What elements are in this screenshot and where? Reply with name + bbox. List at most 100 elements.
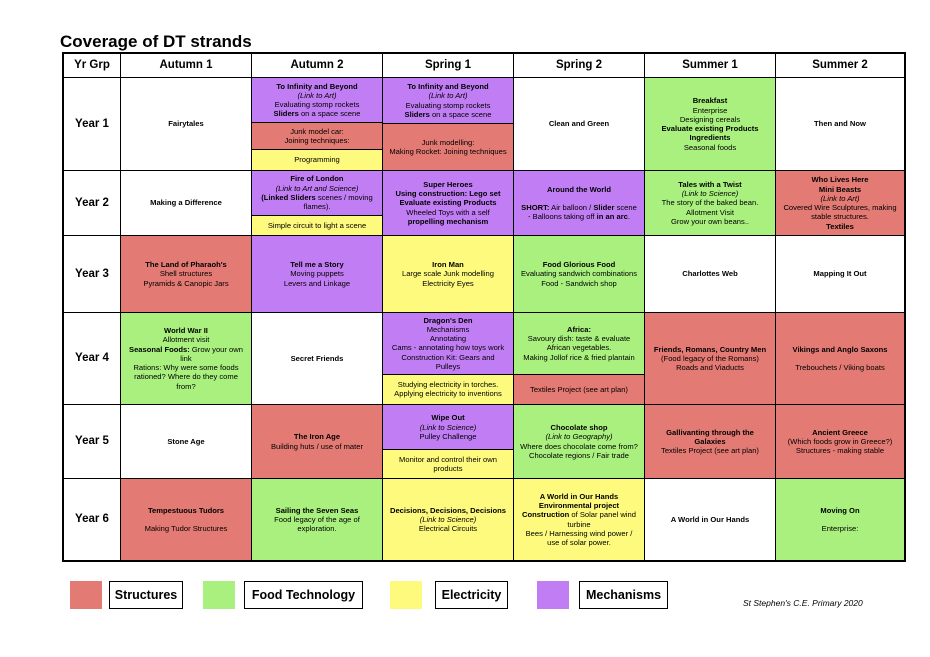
header-label: Summer 1: [682, 59, 738, 72]
topic-cell: Tales with a Twist (Link to Science) The s…: [645, 171, 776, 236]
topic-line: A World in Our Hands: [539, 491, 619, 501]
topic-line: Roads and Viaducts: [676, 363, 744, 373]
topic-line: A World in Our Hands: [670, 514, 750, 524]
topic-line: Studying electricity in torches.: [397, 380, 499, 390]
topic-segment: Super Heroes Using construction: Lego set…: [383, 171, 513, 235]
header-yr-grp: Yr Grp: [64, 54, 121, 78]
topic-line: (Link to Art): [297, 90, 337, 100]
legend-label-electricity: Electricity: [435, 581, 508, 609]
topic-cell: Around the World SHORT: Air balloon / Sl…: [514, 171, 645, 236]
topic-line: Enterprise:: [821, 524, 859, 534]
topic-line: Food Glorious Food: [542, 260, 616, 270]
topic-cell: To Infinity and Beyond (Link to Art) Evalu…: [383, 78, 514, 171]
text-run: Sliders: [273, 109, 299, 119]
legend-label-food-technology: Food Technology: [244, 581, 363, 609]
topic-line: Junk modelling:: [421, 137, 475, 147]
topic-segment: Ancient Greece (Which foods grow in Greec…: [776, 405, 904, 478]
topic-line: Fire of London: [290, 174, 344, 184]
row-label-year-1: Year 1: [64, 78, 121, 171]
topic-line: Chocolate shop: [550, 423, 608, 432]
topic-line: stable structures.: [811, 212, 869, 222]
topic-line: Textiles Project (see art plan): [530, 384, 628, 394]
topic-line: Galaxies: [694, 436, 726, 446]
topic-cell: Mapping It Out: [776, 236, 904, 313]
topic-segment: A World in Our Hands Environmental projec…: [514, 479, 644, 560]
text-run: in an arc: [596, 212, 628, 222]
topic-cell: Tell me a Story Moving puppets Levers and …: [252, 236, 383, 313]
topic-line: Annotating: [429, 334, 467, 344]
topic-line: Grow your own beans..: [670, 216, 750, 226]
topic-cell: Friends, Romans, Country Men (Food legacy…: [645, 313, 776, 405]
topic-segment: Around the World SHORT: Air balloon / Sl…: [514, 171, 644, 235]
header-label: Summer 2: [812, 59, 868, 72]
topic-cell: Sailing the Seven Seas Food legacy of the…: [252, 479, 383, 560]
topic-segment: Programming: [252, 148, 382, 170]
topic-segment: Textiles Project (see art plan): [514, 373, 644, 404]
header-label: Yr Grp: [74, 59, 110, 72]
topic-line: Gallivanting through the: [666, 427, 754, 437]
topic-segment: Fire of London (Link to Art and Science)(…: [252, 171, 382, 215]
topic-cell: Secret Friends: [252, 313, 383, 405]
text-run: .: [627, 212, 631, 222]
topic-cell: Iron Man Large scale Junk modelling Electr…: [383, 236, 514, 313]
row-label-year-3: Year 3: [64, 236, 121, 313]
header-spring-2: Spring 2: [514, 54, 645, 78]
year-label: Year 3: [75, 267, 109, 280]
topic-line: Sailing the Seven Seas: [275, 505, 359, 515]
topic-line: Pyramids & Canopic Jars: [143, 278, 229, 288]
topic-line: Seasonal Foods: Grow your own: [129, 345, 243, 354]
topic-segment: World War II Allotment visit Seasonal Food…: [121, 313, 251, 404]
spacer-line: [839, 515, 841, 524]
topic-segment: Tales with a Twist (Link to Science) The s…: [645, 171, 775, 235]
topic-line: Monitor and control their own: [399, 454, 497, 464]
topic-line: Evaluate existing Products: [661, 124, 759, 133]
topic-cell: The Land of Pharaoh's Shell structures Pyr…: [121, 236, 252, 313]
topic-line: Ingredients: [689, 133, 731, 143]
text-run: on a space scene: [298, 109, 361, 119]
topic-line: Savoury dish: taste & evaluate: [527, 334, 631, 344]
topic-cell: Africa: Savoury dish: taste & evaluate Afr…: [514, 313, 645, 405]
topic-line: Stone Age: [167, 436, 205, 446]
topic-line: The Land of Pharaoh's: [145, 260, 227, 270]
topic-line: SHORT: Air balloon / Slider scene: [521, 203, 637, 212]
year-label: Year 1: [75, 117, 109, 130]
topic-line: Iron Man: [432, 260, 464, 270]
topic-line: (Link to Art): [428, 91, 468, 101]
topic-line: Designing cereals: [679, 114, 741, 124]
topic-line: Environmental project: [538, 501, 620, 510]
year-label: Year 4: [75, 352, 109, 365]
header-spring-1: Spring 1: [383, 54, 514, 78]
topic-line: Then and Now: [814, 119, 866, 129]
header-autumn-1: Autumn 1: [121, 54, 252, 78]
topic-segment: Junk model car: Joining techniques:: [252, 122, 382, 149]
topic-line: Rations: Why were some foods: [133, 363, 239, 373]
topic-segment: Secret Friends: [252, 313, 382, 404]
topic-line: (Link to Science): [681, 189, 739, 199]
topic-line: Cams - annotating how toys work: [391, 343, 505, 353]
topic-line: Pulley Challenge: [419, 431, 477, 441]
topic-line: Mechanisms: [426, 324, 470, 334]
topic-cell: Clean and Green: [514, 78, 645, 171]
topic-line: (Linked Sliders scenes / moving: [261, 193, 372, 202]
topic-line: (Food legacy of the Romans): [661, 353, 759, 363]
topic-line: Tempestuous Tudors: [147, 505, 225, 515]
topic-line: Large scale Junk modelling: [401, 269, 495, 279]
topic-cell: Fire of London (Link to Art and Science)(…: [252, 171, 383, 236]
coverage-table: Yr Grp Autumn 1 Autumn 2 Spring 1 Spring 2 Su…: [62, 52, 906, 562]
topic-cell: Making a Difference: [121, 171, 252, 236]
topic-segment: Mapping It Out: [776, 236, 904, 312]
spacer-line: [839, 354, 841, 363]
topic-line: Programming: [294, 155, 340, 165]
topic-segment: Junk modelling: Making Rocket: Joining te…: [383, 123, 513, 170]
topic-cell: Stone Age: [121, 405, 252, 479]
header-summer-1: Summer 1: [645, 54, 776, 78]
text-run: Air balloon /: [549, 203, 594, 212]
topic-line: turbine: [567, 519, 591, 529]
topic-segment: To Infinity and Beyond (Link to Art) Evalu…: [252, 78, 382, 122]
topic-line: Mapping It Out: [813, 269, 867, 279]
topic-line: Building huts / use of mater: [270, 441, 364, 451]
legend-swatch-structures: [70, 581, 102, 609]
topic-line: Simple circuit to light a scene: [267, 220, 367, 230]
text-run: SHORT:: [521, 203, 550, 212]
row-label-year-4: Year 4: [64, 313, 121, 405]
